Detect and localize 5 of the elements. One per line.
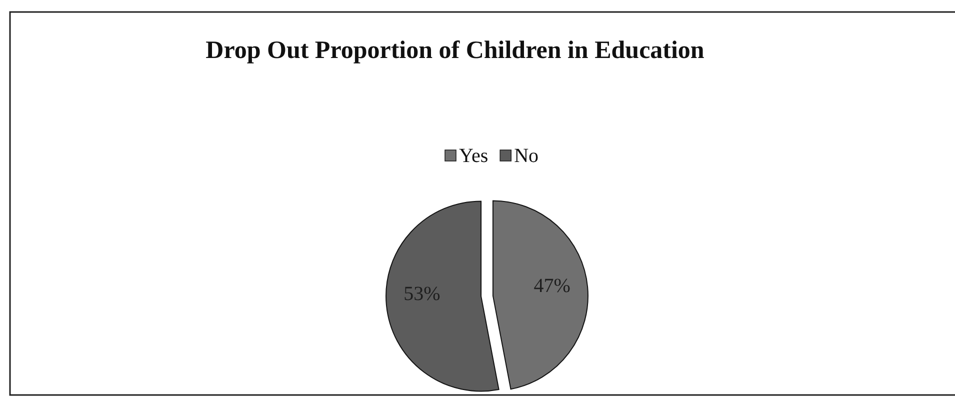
legend-label: No	[514, 145, 539, 167]
chart-title: Drop Out Proportion of Children in Education	[206, 37, 704, 64]
data-label: 47%	[534, 274, 570, 297]
data-label: 53%	[404, 283, 440, 306]
legend-label: Yes	[459, 145, 488, 167]
